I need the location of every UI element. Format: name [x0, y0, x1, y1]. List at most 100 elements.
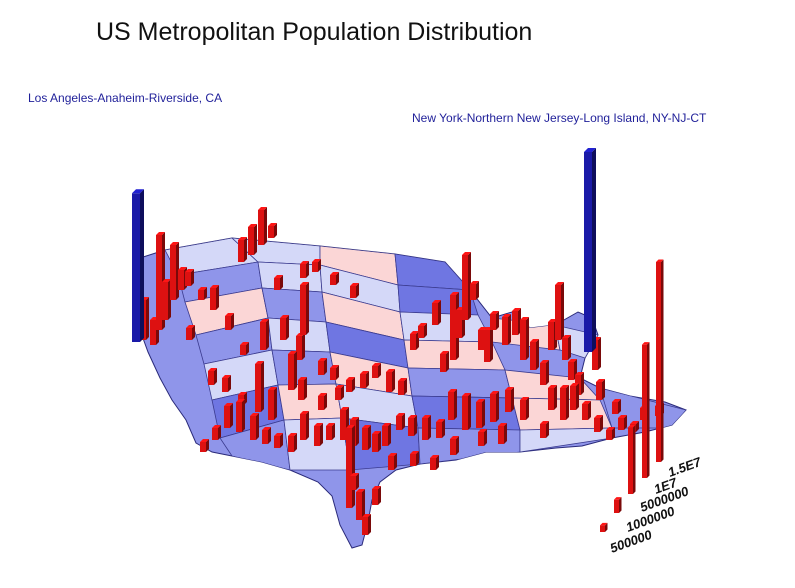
- legend-bar: [642, 342, 650, 478]
- metro-bar: [362, 514, 371, 535]
- metro-bar: [326, 423, 335, 440]
- metro-bar: [356, 489, 365, 520]
- metro-bar: [258, 207, 267, 245]
- metro-bar: [484, 327, 493, 362]
- metro-bar: [350, 283, 359, 298]
- metro-bar: [314, 423, 323, 446]
- metro-bar: [596, 379, 605, 400]
- metro-bar: [260, 319, 269, 350]
- metro-bar: [470, 281, 479, 300]
- metro-bar: [185, 269, 194, 286]
- legend-bar: [614, 497, 622, 513]
- metro-bar: [440, 351, 449, 372]
- metro-bar: [346, 425, 355, 508]
- metro-bar: [398, 378, 407, 395]
- metro-bar: [280, 315, 289, 340]
- highlighted-metro-bars: [132, 148, 596, 352]
- metro-bar: [530, 339, 539, 370]
- page-title: US Metropolitan Population Distribution: [96, 18, 533, 46]
- metro-bar: [520, 317, 529, 360]
- metro-bar: [362, 425, 371, 450]
- legend-bar: [656, 259, 664, 462]
- metro-bar: [335, 385, 344, 400]
- metro-bar: [288, 351, 297, 390]
- metro-bar: [505, 387, 514, 412]
- legend-label: 1.5E7: [666, 454, 704, 480]
- metro-bar: [170, 242, 179, 300]
- metro-bar: [222, 375, 231, 392]
- metro-bar: [255, 361, 264, 412]
- metro-bar: [502, 314, 511, 345]
- metro-bar: [548, 385, 557, 410]
- metro-bar: [210, 285, 219, 310]
- metro-bar: [262, 427, 271, 444]
- metro-bar: [410, 331, 419, 350]
- metro-bar: [520, 397, 529, 420]
- metro-bar: [562, 335, 571, 360]
- metro-bar: [570, 383, 579, 410]
- metro-bar: [238, 237, 247, 262]
- metro-bar: [240, 342, 249, 355]
- metro-bar: [200, 439, 209, 452]
- legend-bar: [600, 522, 608, 532]
- metro-bar: [236, 399, 245, 432]
- metro-bar: [436, 419, 445, 438]
- metro-bar: [450, 436, 459, 455]
- metro-bar: [418, 323, 427, 338]
- metro-bar: [208, 368, 217, 385]
- metro-bar: [490, 391, 499, 422]
- metro-bar: [372, 486, 381, 505]
- metro-bar: [225, 313, 234, 330]
- metro-bar: [298, 377, 307, 400]
- highlight-bar: [132, 189, 144, 342]
- metro-bar: [430, 455, 439, 470]
- metro-bar: [186, 325, 195, 340]
- metro-bar: [612, 399, 621, 414]
- metro-bar: [288, 433, 297, 452]
- metro-bar: [560, 385, 569, 420]
- metro-bar: [318, 393, 327, 410]
- metro-bar: [268, 387, 277, 420]
- metro-bar: [606, 427, 615, 440]
- metro-bar: [350, 473, 359, 490]
- metro-bar: [408, 415, 417, 436]
- metro-bar: [248, 224, 257, 255]
- state-region: [261, 287, 327, 323]
- metro-bar: [478, 429, 487, 446]
- callout-los-angeles: Los Angeles-Anaheim-Riverside, CA: [28, 91, 223, 105]
- metro-bar: [422, 415, 431, 440]
- metro-bar: [300, 411, 309, 440]
- metro-bar: [396, 413, 405, 430]
- metro-bar: [432, 300, 441, 325]
- metro-bar: [268, 223, 277, 238]
- metro-bar: [250, 413, 259, 440]
- metro-bar: [198, 287, 207, 300]
- metro-bar: [318, 358, 327, 375]
- metro-bar: [512, 308, 521, 335]
- metro-bar: [462, 252, 471, 320]
- metro-bar: [274, 275, 283, 290]
- metro-bar: [498, 423, 507, 444]
- metro-bar: [372, 431, 381, 452]
- metro-bar: [372, 363, 381, 378]
- metro-bar: [540, 421, 549, 438]
- metro-bar: [312, 259, 321, 272]
- metro-bar: [388, 453, 397, 470]
- metro-bar: [618, 415, 627, 430]
- metro-bar: [448, 389, 457, 420]
- metro-bar: [300, 261, 309, 278]
- metro-bar: [462, 393, 471, 430]
- metro-bar: [555, 282, 564, 340]
- metro-bar: [212, 425, 221, 440]
- metro-bar: [594, 415, 603, 432]
- metro-bar: [330, 365, 339, 380]
- metro-bar: [360, 371, 369, 388]
- state-region: [394, 253, 471, 291]
- metro-bar: [490, 311, 499, 330]
- metro-bar: [274, 433, 283, 448]
- metro-bar: [296, 333, 305, 360]
- legend-bar: [628, 424, 636, 494]
- metro-bar: [582, 401, 591, 420]
- callout-new-york: New York-Northern New Jersey-Long Island…: [412, 111, 707, 125]
